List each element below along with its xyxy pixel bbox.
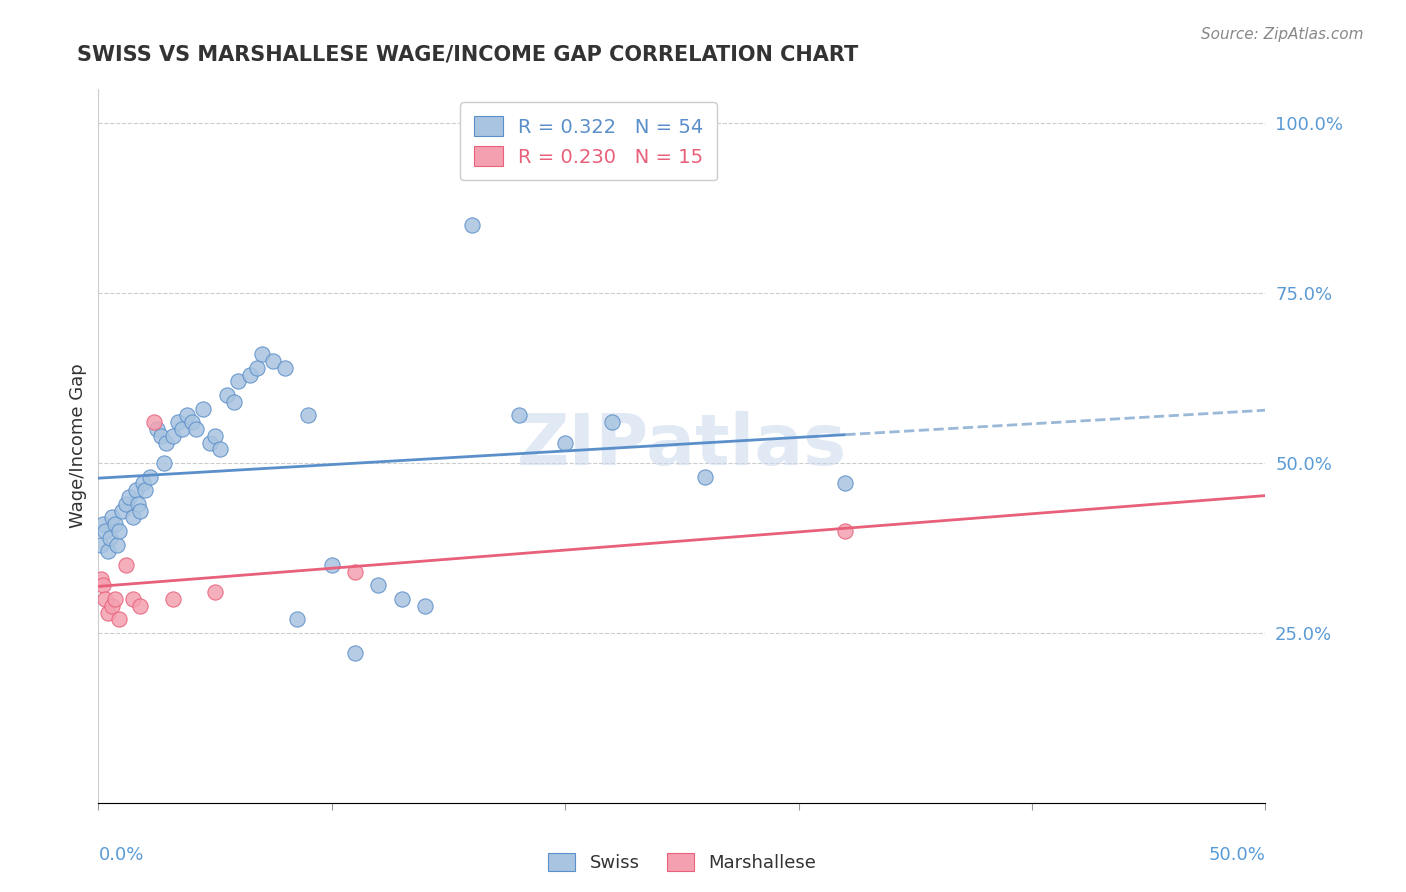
Point [104, 591, 127, 606]
Point [239, 368, 262, 382]
Point [222, 394, 245, 409]
Point [125, 483, 148, 498]
Point [129, 599, 152, 613]
Point [150, 429, 173, 443]
Point [166, 415, 188, 429]
Point [834, 524, 856, 538]
Point [262, 354, 284, 368]
Point [152, 456, 174, 470]
Point [111, 503, 134, 517]
Text: ZIPatlas: ZIPatlas [517, 411, 846, 481]
Point [204, 429, 226, 443]
Point [162, 429, 184, 443]
Point [172, 422, 194, 436]
Point [122, 591, 145, 606]
Point [90, 572, 112, 586]
Point [344, 646, 367, 660]
Point [90, 537, 112, 551]
Text: 0.0%: 0.0% [98, 846, 143, 863]
Point [101, 510, 124, 524]
Point [108, 612, 131, 626]
Point [139, 469, 162, 483]
Text: SWISS VS MARSHALLESE WAGE/INCOME GAP CORRELATION CHART: SWISS VS MARSHALLESE WAGE/INCOME GAP COR… [77, 45, 859, 64]
Point [413, 599, 436, 613]
Point [134, 483, 156, 498]
Point [97, 544, 120, 558]
Point [94, 524, 117, 538]
Point [115, 558, 138, 572]
Point [274, 360, 297, 375]
Point [98, 531, 121, 545]
Point [297, 409, 319, 423]
Point [391, 591, 413, 606]
Point [461, 218, 484, 232]
Point [143, 415, 166, 429]
Point [344, 565, 367, 579]
Point [228, 375, 250, 389]
Point [97, 606, 120, 620]
Point [285, 612, 308, 626]
Point [186, 422, 208, 436]
Text: Source: ZipAtlas.com: Source: ZipAtlas.com [1201, 27, 1364, 42]
Point [132, 476, 155, 491]
Point [108, 524, 131, 538]
Point [367, 578, 389, 592]
Point [155, 435, 177, 450]
Point [193, 401, 215, 416]
Point [104, 517, 127, 532]
Point [162, 591, 184, 606]
Point [115, 497, 138, 511]
Point [321, 558, 343, 572]
Text: 50.0%: 50.0% [1209, 846, 1265, 863]
Point [246, 360, 269, 375]
Point [91, 517, 114, 532]
Point [129, 503, 152, 517]
Point [250, 347, 273, 361]
Point [200, 435, 222, 450]
Point [127, 497, 149, 511]
Point [215, 388, 238, 402]
Point [834, 476, 856, 491]
Point [146, 422, 169, 436]
Point [180, 415, 202, 429]
Point [91, 578, 114, 592]
Point [554, 435, 576, 450]
Point [600, 415, 623, 429]
Legend: Swiss, Marshallese: Swiss, Marshallese [541, 846, 823, 880]
Point [118, 490, 141, 504]
Point [176, 409, 198, 423]
Point [122, 510, 145, 524]
Point [94, 591, 117, 606]
Point [695, 469, 717, 483]
Point [208, 442, 231, 457]
Point [508, 409, 530, 423]
Y-axis label: Wage/Income Gap: Wage/Income Gap [69, 364, 87, 528]
Point [105, 537, 128, 551]
Point [204, 585, 226, 599]
Point [101, 599, 124, 613]
